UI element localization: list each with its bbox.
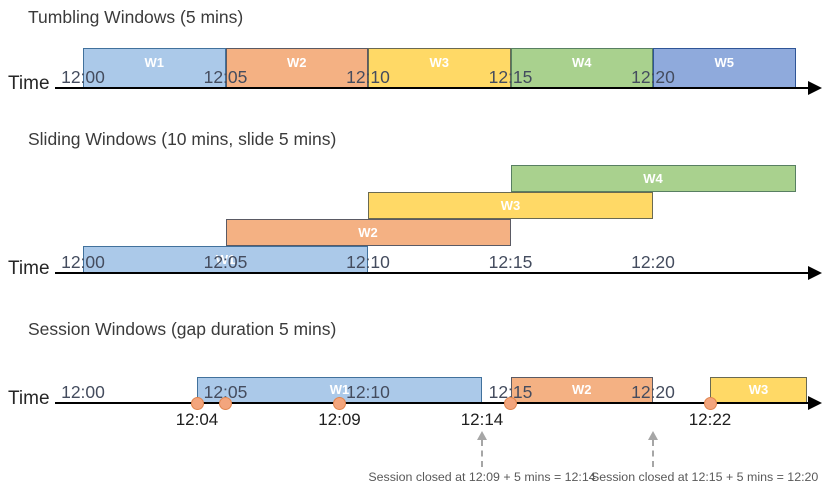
- tumbling-window-label-w5: W5: [714, 55, 735, 70]
- tumbling-window-label-w3: W3: [429, 55, 450, 70]
- tumbling-window-label-w1: W1: [144, 55, 165, 70]
- section-title-session: Session Windows (gap duration 5 mins): [28, 319, 337, 339]
- tumbling-window-w1: [83, 48, 226, 88]
- sliding-window-label-w1: W1: [215, 252, 236, 267]
- event-time-label-1204: 12:04: [175, 410, 219, 429]
- section-title-sliding: Sliding Windows (10 mins, slide 5 mins): [28, 129, 337, 149]
- sliding-time-axis-arrowhead: [808, 266, 822, 280]
- sliding-tick-1200: 12:00: [61, 252, 105, 272]
- tumbling-window-w4: [510, 48, 653, 88]
- session-tick-1210: 12:10: [346, 382, 390, 402]
- sliding-time-axis-line: [55, 272, 810, 274]
- sliding-tick-1205: 12:05: [203, 252, 248, 272]
- closure-arrow-stem-2: [652, 440, 654, 467]
- event-time-label-1209: 12:09: [318, 410, 361, 429]
- event-time-label-1214: 12:14: [460, 410, 504, 429]
- sliding-window-w3: [368, 192, 653, 219]
- tumbling-tick-1205: 12:05: [203, 67, 248, 87]
- closure-arrow-head-2: [648, 431, 658, 440]
- tumbling-window-label-w4: W4: [572, 55, 592, 70]
- tumbling-tick-1220: 12:20: [631, 67, 675, 87]
- tumbling-tick-1215: 12:15: [488, 67, 533, 87]
- session-time-axis-line: [55, 402, 810, 404]
- session-closed-annotation-1: Session closed at 12:09 + 5 mins = 12:14: [368, 470, 596, 484]
- session-tick-1200: 12:00: [61, 382, 105, 402]
- sliding-tick-1210: 12:10: [346, 252, 390, 272]
- section-title-tumbling: Tumbling Windows (5 mins): [28, 7, 244, 27]
- time-axis-label-session: Time: [8, 388, 50, 409]
- sliding-window-label-w4: W4: [643, 171, 663, 186]
- tumbling-tick-1200: 12:00: [61, 67, 105, 87]
- sliding-window-w4: [510, 165, 796, 192]
- time-axis-label-sliding: Time: [8, 258, 50, 279]
- session-window-label-w2: W2: [572, 382, 592, 397]
- session-tick-1220: 12:20: [631, 382, 675, 402]
- sliding-window-label-w3: W3: [500, 198, 521, 213]
- closure-arrow-stem-1: [481, 440, 483, 467]
- closure-arrow-head-1: [477, 431, 487, 440]
- event-dot-1: [190, 396, 204, 410]
- sliding-tick-1215: 12:15: [488, 252, 533, 272]
- session-tick-1215: 12:15: [488, 382, 533, 402]
- session-time-axis-arrowhead: [808, 396, 822, 410]
- session-closed-annotation-2: Session closed at 12:15 + 5 mins = 12:20: [591, 470, 819, 484]
- sliding-window-label-w2: W2: [358, 225, 378, 240]
- event-time-label-1222: 12:22: [688, 410, 732, 429]
- event-dot-2: [219, 396, 232, 410]
- event-dot-4: [504, 396, 517, 410]
- tumbling-window-w2: [225, 48, 368, 88]
- session-window-label-w3: W3: [748, 382, 769, 397]
- tumbling-time-axis-line: [55, 87, 810, 89]
- sliding-window-w2: [225, 219, 511, 246]
- tumbling-window-label-w2: W2: [287, 55, 307, 70]
- tumbling-time-axis-arrowhead: [808, 81, 822, 95]
- time-axis-label-tumbling: Time: [8, 73, 50, 94]
- session-window-label-w1: W1: [329, 382, 350, 397]
- event-dot-3: [333, 396, 346, 410]
- session-window-w3: [710, 377, 807, 403]
- sliding-tick-1220: 12:20: [631, 252, 675, 272]
- event-dot-5: [703, 396, 717, 410]
- tumbling-tick-1210: 12:10: [346, 67, 390, 87]
- session-tick-1205: 12:05: [203, 382, 248, 402]
